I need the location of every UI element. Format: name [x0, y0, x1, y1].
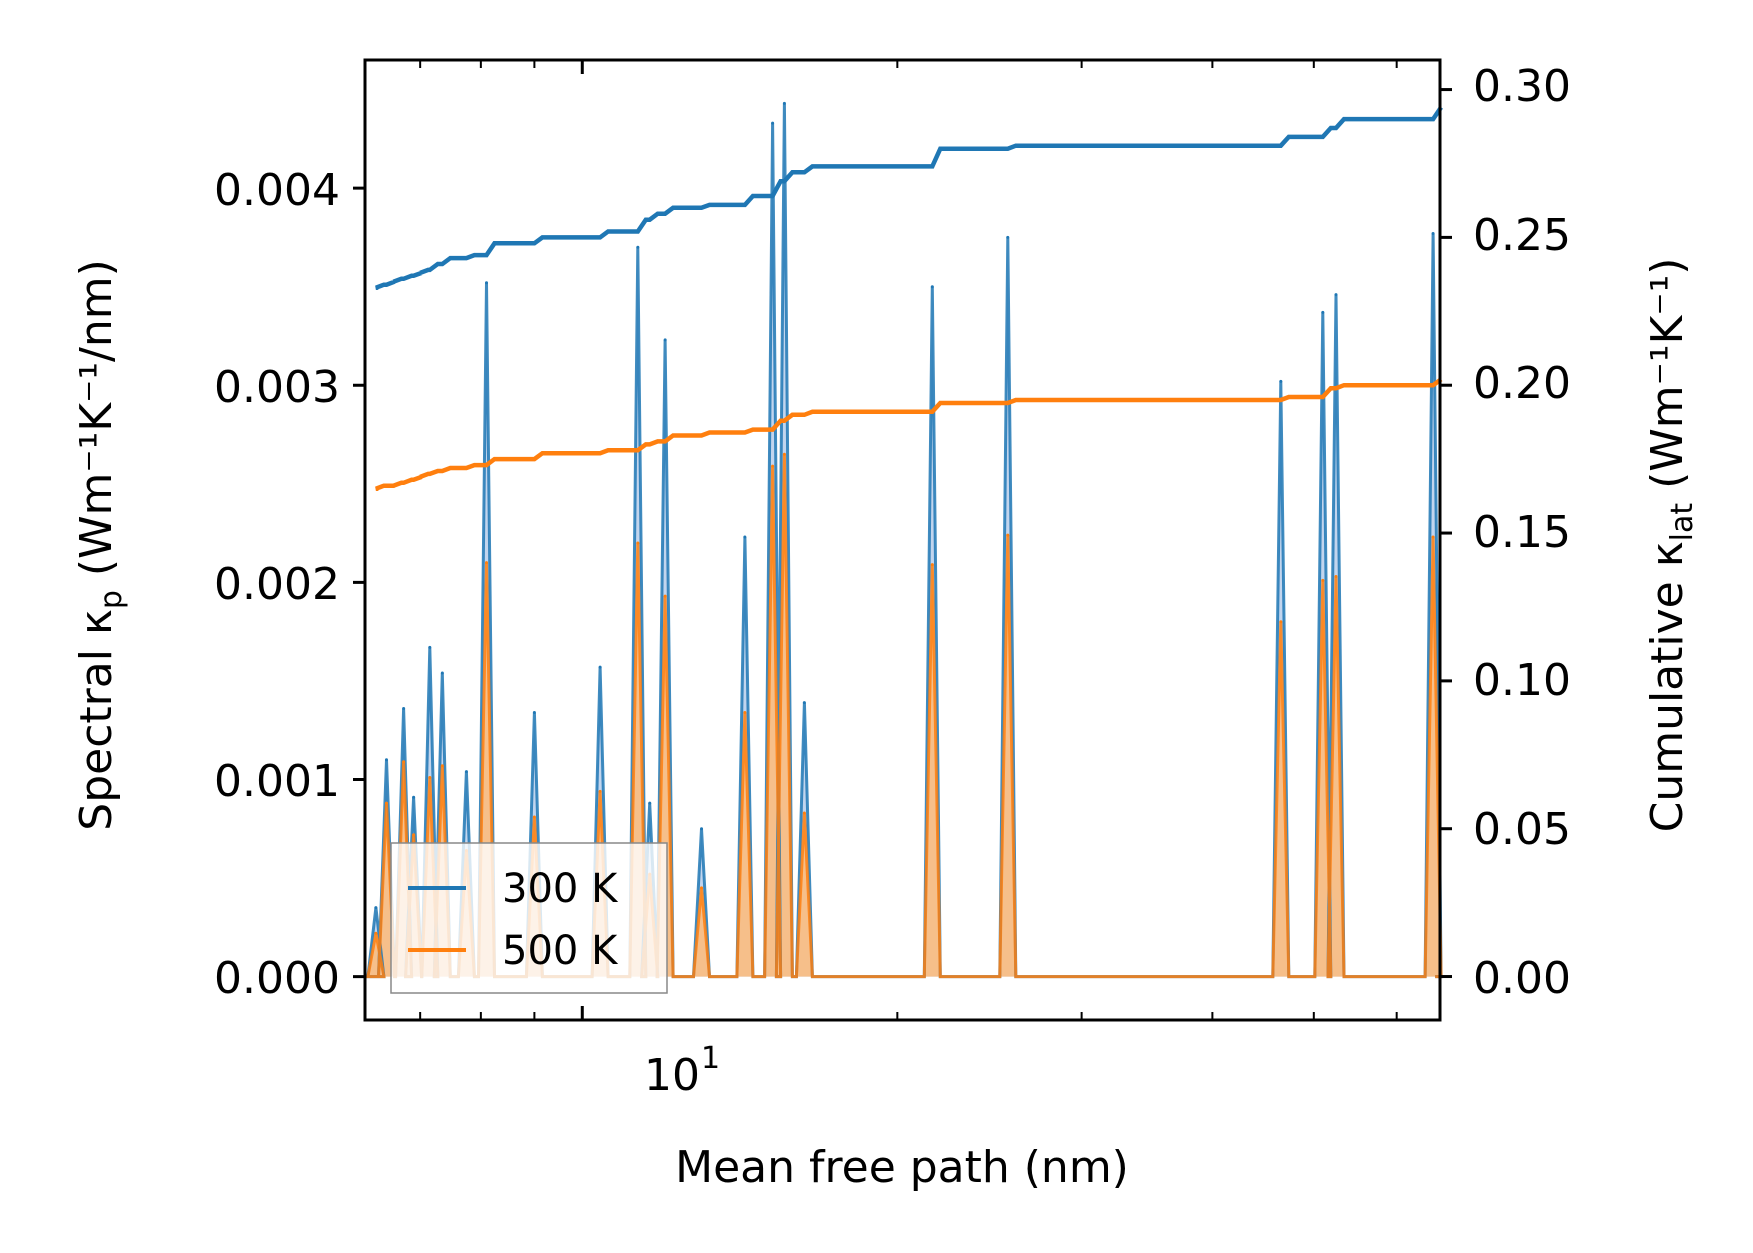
spectral-point-500k	[1334, 574, 1338, 578]
axis-ticks	[353, 60, 1452, 1020]
x-axis-label: Mean free path (nm)	[675, 1142, 1129, 1193]
y-right-label-main: Cumulative κ	[1642, 541, 1693, 832]
spectral-point-300k	[1334, 293, 1338, 297]
spectral-point-500k	[782, 452, 786, 456]
spectral-point-300k	[663, 338, 667, 342]
spectral-point-300k	[464, 770, 468, 774]
spectral-point-300k	[384, 758, 388, 762]
spectral-point-500k	[1431, 535, 1435, 539]
spectral-point-500k	[802, 811, 806, 815]
spectral-point-300k	[1006, 235, 1010, 239]
spectral-point-300k	[532, 710, 536, 714]
spectral-point-300k	[636, 245, 640, 249]
spectral-point-300k	[648, 801, 652, 805]
y-right-tick-label: 0.25	[1473, 210, 1571, 261]
spectral-point-300k	[440, 671, 444, 675]
y-left-tick-label: 0.000	[214, 953, 340, 1004]
legend: 300 K 500 K	[390, 842, 668, 994]
spectral-point-300k	[1431, 231, 1435, 235]
x-tick-label: 10	[644, 1050, 700, 1101]
y-right-label-sub: lat	[1665, 503, 1700, 542]
spectral-point-500k	[532, 815, 536, 819]
y-left-tick-label: 0.003	[214, 362, 340, 413]
spectral-point-300k	[598, 665, 602, 669]
spectral-point-300k	[930, 285, 934, 289]
x-tick-label-exponent: 1	[701, 1041, 720, 1076]
y-left-label-units: (Wm⁻¹K⁻¹/nm)	[71, 259, 122, 576]
y-right-tick-label: 0.15	[1473, 507, 1571, 558]
legend-label-500k: 500 K	[502, 928, 619, 974]
legend-label-300k: 300 K	[502, 866, 619, 912]
spectral-point-300k	[782, 101, 786, 105]
spectral-point-500k	[743, 710, 747, 714]
spectral-point-500k	[636, 541, 640, 545]
spectral-point-500k	[663, 594, 667, 598]
cumulative-line-500k	[375, 377, 1443, 491]
spectral-point-300k	[1321, 310, 1325, 314]
spectral-point-300k	[485, 281, 489, 285]
spectral-point-500k	[930, 563, 934, 567]
spectral-point-300k	[412, 795, 416, 799]
spectral-point-500k	[402, 760, 406, 764]
y-right-tick-label: 0.10	[1473, 655, 1571, 706]
spectral-point-500k	[374, 931, 378, 935]
y-left-label-sub: p	[94, 590, 129, 609]
spectral-point-300k	[374, 906, 378, 910]
y-right-axis-label: Cumulative κlat (Wm⁻¹K⁻¹)	[1642, 258, 1700, 833]
spectral-point-300k	[771, 121, 775, 125]
spectral-point-500k	[598, 789, 602, 793]
cumulative-lines	[375, 106, 1443, 491]
spectral-point-300k	[802, 701, 806, 705]
spectral-point-500k	[1279, 620, 1283, 624]
spectral-point-300k	[402, 707, 406, 711]
y-right-tick-label: 0.05	[1473, 804, 1571, 855]
spectral-point-500k	[1006, 533, 1010, 537]
spectral-point-500k	[771, 464, 775, 468]
y-left-tick-label: 0.001	[214, 756, 340, 807]
y-right-label-units: (Wm⁻¹K⁻¹)	[1642, 258, 1693, 489]
y-left-label-main: Spectral κ	[71, 609, 122, 831]
y-left-tick-label: 0.004	[214, 165, 340, 216]
y-left-axis-label: Spectral κp (Wm⁻¹K⁻¹/nm)	[71, 259, 129, 830]
cumulative-line-300k	[375, 106, 1443, 290]
spectral-point-500k	[440, 764, 444, 768]
legend-box	[390, 842, 668, 994]
spectral-point-300k	[1279, 379, 1283, 383]
y-left-tick-label: 0.002	[214, 559, 340, 610]
spectral-point-300k	[428, 645, 432, 649]
spectral-point-500k	[412, 833, 416, 837]
spectral-point-500k	[700, 886, 704, 890]
y-right-tick-label: 0.20	[1473, 358, 1571, 409]
spectral-point-500k	[428, 776, 432, 780]
spectral-point-500k	[1321, 578, 1325, 582]
spectral-point-500k	[485, 561, 489, 565]
spectral-point-300k	[700, 827, 704, 831]
plot-frame	[363, 58, 1442, 1022]
y-right-tick-label: 0.30	[1473, 61, 1571, 112]
spectral-point-500k	[384, 801, 388, 805]
y-right-tick-label: 0.00	[1473, 953, 1571, 1004]
spectral-point-300k	[743, 535, 747, 539]
